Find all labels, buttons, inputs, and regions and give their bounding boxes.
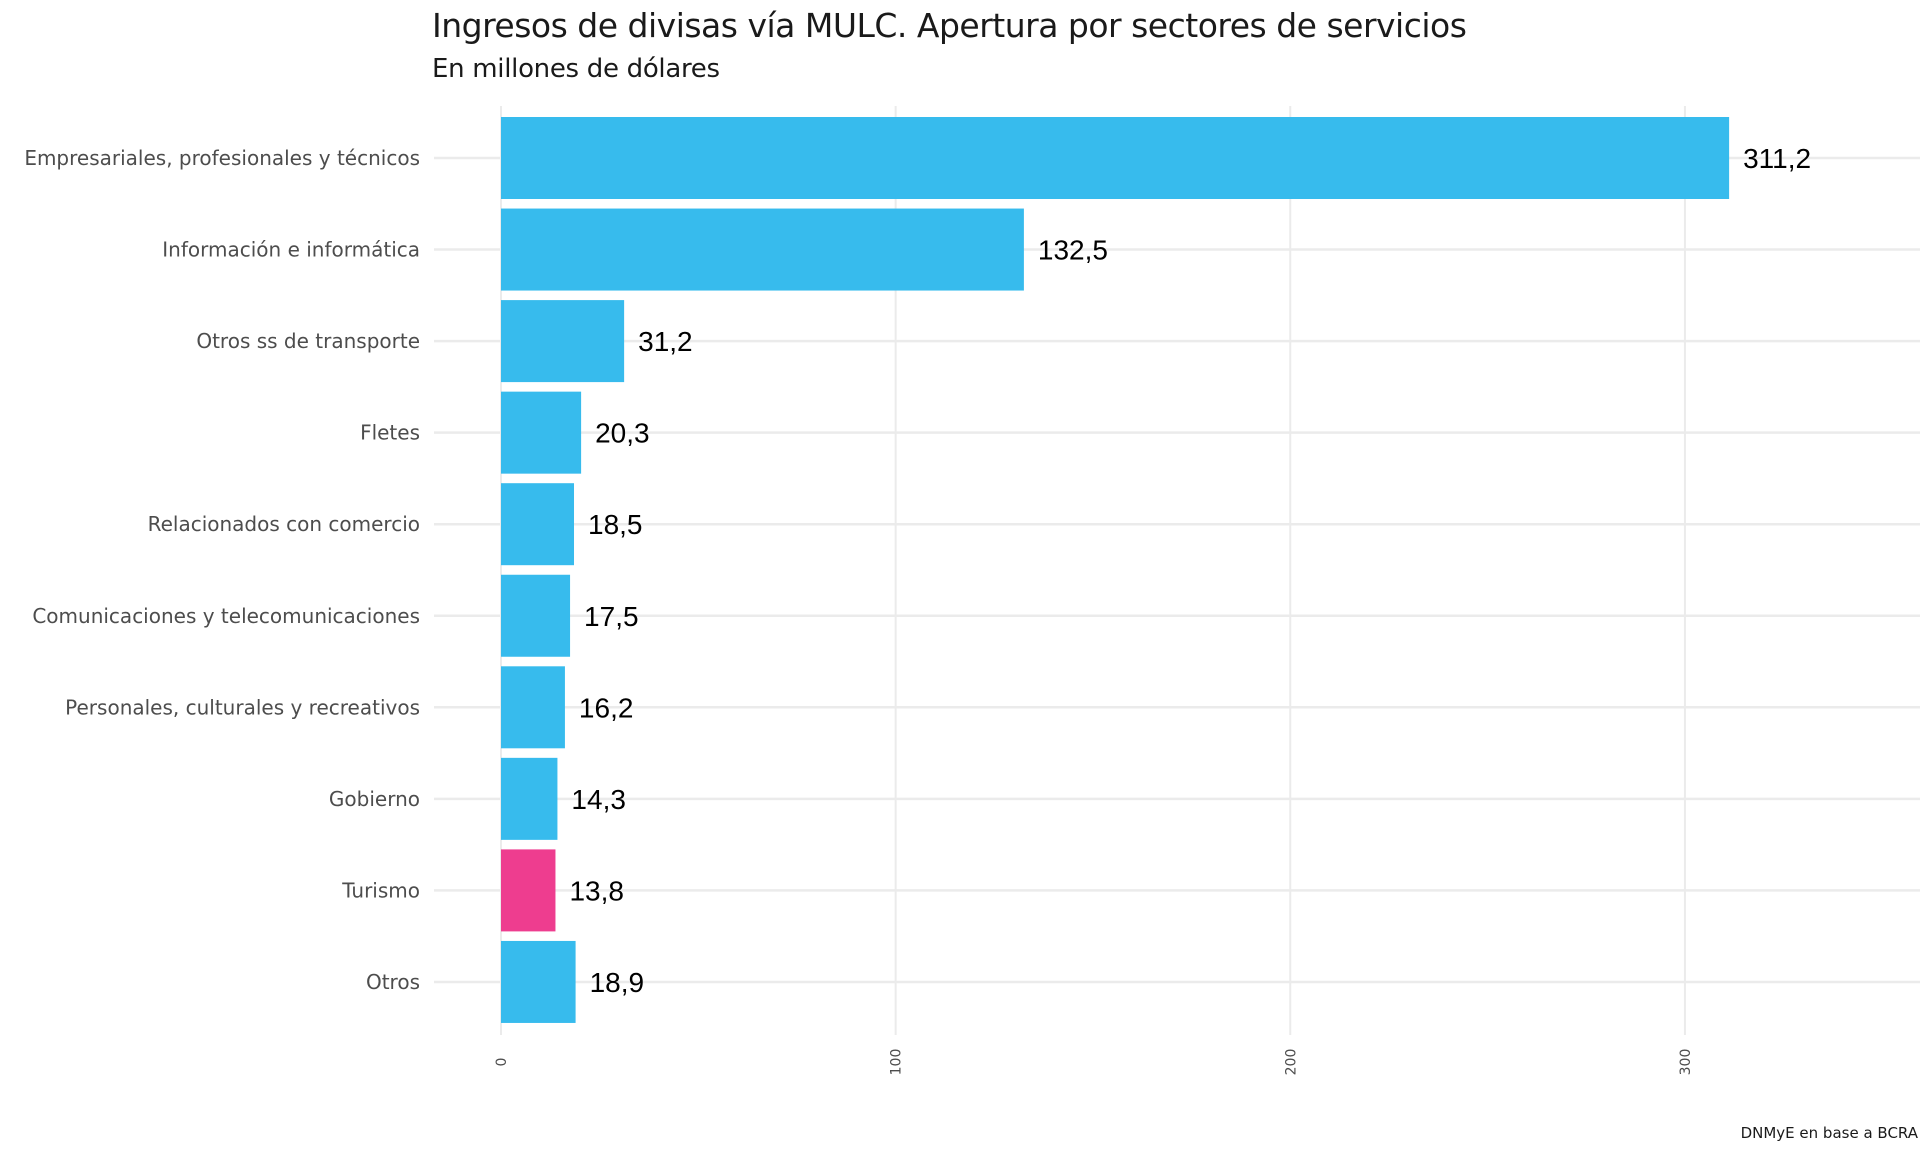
chart-caption: DNMyE en base a BCRA: [1740, 1124, 1918, 1142]
data-label: 311,2: [1743, 143, 1811, 174]
bar: [501, 483, 575, 566]
bar: [501, 117, 1730, 199]
category-label: Otros: [366, 970, 420, 994]
data-label: 14,3: [571, 784, 626, 815]
bar: [501, 208, 1024, 291]
bar: [501, 849, 556, 932]
data-label: 17,5: [584, 601, 639, 632]
data-label: 18,5: [588, 509, 643, 540]
data-label: 20,3: [595, 418, 650, 449]
data-label: 132,5: [1038, 235, 1108, 266]
category-label: Personales, culturales y recreativos: [65, 695, 420, 719]
bar: [501, 391, 582, 474]
bar: [501, 300, 625, 383]
x-tick-label: 0: [494, 1058, 510, 1067]
data-label: 13,8: [569, 875, 624, 906]
bar: [501, 757, 558, 840]
data-label: 16,2: [579, 692, 634, 723]
data-label: 31,2: [638, 326, 693, 357]
category-label: Gobierno: [329, 787, 420, 811]
category-label: Información e informática: [162, 238, 420, 262]
bar: [501, 666, 565, 749]
labels: Empresariales, profesionales y técnicos 3…: [24, 143, 1811, 1075]
x-tick-label: 300: [1678, 1049, 1694, 1076]
chart-subtitle: En millones de dólares: [432, 54, 720, 84]
chart-title: Ingresos de divisas vía MULC. Apertura p…: [432, 6, 1467, 45]
category-label: Fletes: [360, 421, 420, 445]
bar: [501, 940, 576, 1023]
category-label: Relacionados con comercio: [148, 512, 420, 536]
bars: [501, 117, 1730, 1023]
category-label: Comunicaciones y telecomunicaciones: [32, 604, 420, 628]
x-tick-label: 200: [1283, 1049, 1299, 1076]
bar: [501, 574, 571, 657]
x-tick-label: 100: [889, 1049, 905, 1076]
category-label: Turismo: [341, 878, 420, 902]
category-label: Empresariales, profesionales y técnicos: [24, 146, 420, 170]
data-label: 18,9: [590, 967, 645, 998]
category-label: Otros ss de transporte: [196, 329, 420, 353]
